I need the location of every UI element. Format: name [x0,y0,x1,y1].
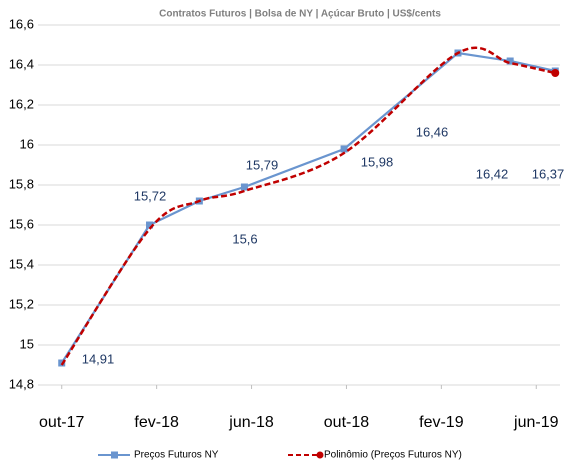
chart-subtitle: Contratos Futuros | Bolsa de NY | Açúcar… [159,9,441,20]
series-line [60,51,556,364]
x-tick-label: jun-18 [228,414,274,431]
x-tick-label: jun-19 [513,414,559,431]
data-label: 15,98 [361,154,394,169]
y-tick-label: 16,6 [9,16,34,31]
x-tick-label: out-17 [39,414,84,431]
y-tick-label: 15 [20,336,34,351]
data-label: 14,91 [82,351,115,366]
point [340,145,348,153]
data-label: 15,72 [134,188,167,203]
x-tick-label: fev-19 [419,414,464,431]
data-label: 15,79 [246,157,279,172]
data-label: 16,42 [476,166,509,181]
point [240,183,248,191]
point [506,57,514,65]
legend-label: Polinômio (Preços Futuros NY) [324,450,462,461]
point [551,69,560,77]
y-tick-label: 15,2 [9,296,34,311]
y-tick-label: 15,4 [9,256,34,271]
y-tick-label: 15,6 [9,216,34,231]
series-line [60,46,556,366]
y-tick-label: 16,2 [9,96,34,111]
point [146,221,154,229]
y-tick-label: 14,8 [9,376,34,391]
x-tick-label: out-18 [324,414,369,431]
data-label: 16,37 [532,166,565,181]
y-tick-label: 16,4 [9,56,34,71]
data-label: 15,6 [232,231,257,246]
y-tick-label: 16 [20,136,34,151]
y-tick-label: 15,8 [9,176,34,191]
legend-marker [111,451,118,459]
x-tick-label: fev-18 [134,414,179,431]
legend-marker [316,451,324,459]
data-label: 16,46 [416,124,449,139]
legend-label: Preços Futuros NY [134,450,219,461]
